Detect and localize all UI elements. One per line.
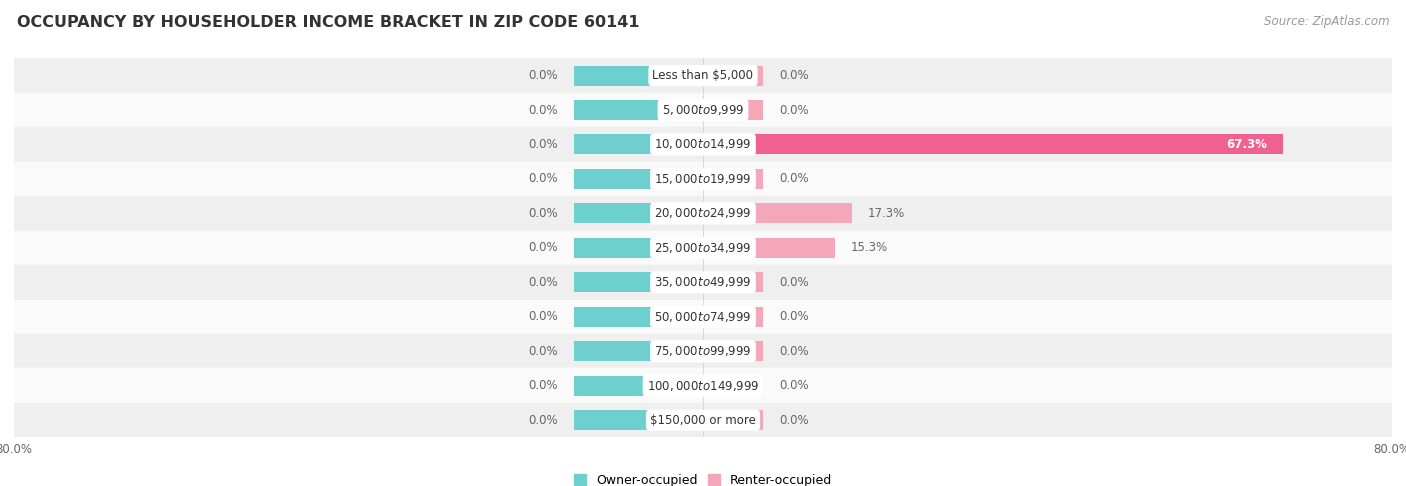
- Text: 0.0%: 0.0%: [529, 310, 558, 323]
- Text: 0.0%: 0.0%: [779, 69, 808, 82]
- Legend: Owner-occupied, Renter-occupied: Owner-occupied, Renter-occupied: [568, 469, 838, 486]
- Bar: [14, 299, 1392, 334]
- Text: 0.0%: 0.0%: [529, 104, 558, 117]
- Text: 0.0%: 0.0%: [779, 414, 808, 427]
- Bar: [14, 196, 1392, 231]
- Text: $5,000 to $9,999: $5,000 to $9,999: [662, 103, 744, 117]
- Bar: [14, 58, 1392, 93]
- Bar: [574, 376, 703, 396]
- Bar: [703, 169, 763, 189]
- Bar: [14, 162, 1392, 196]
- Text: $15,000 to $19,999: $15,000 to $19,999: [654, 172, 752, 186]
- Text: $100,000 to $149,999: $100,000 to $149,999: [647, 379, 759, 393]
- Text: $25,000 to $34,999: $25,000 to $34,999: [654, 241, 752, 255]
- Text: $50,000 to $74,999: $50,000 to $74,999: [654, 310, 752, 324]
- Bar: [703, 100, 763, 120]
- Text: 17.3%: 17.3%: [868, 207, 904, 220]
- Bar: [703, 410, 763, 430]
- Bar: [703, 204, 852, 224]
- Bar: [574, 341, 703, 361]
- Text: 0.0%: 0.0%: [529, 242, 558, 254]
- Bar: [574, 169, 703, 189]
- Bar: [14, 93, 1392, 127]
- Bar: [14, 231, 1392, 265]
- Bar: [703, 66, 763, 86]
- Bar: [14, 334, 1392, 368]
- Text: $35,000 to $49,999: $35,000 to $49,999: [654, 276, 752, 289]
- Text: 0.0%: 0.0%: [779, 173, 808, 186]
- Text: OCCUPANCY BY HOUSEHOLDER INCOME BRACKET IN ZIP CODE 60141: OCCUPANCY BY HOUSEHOLDER INCOME BRACKET …: [17, 15, 640, 30]
- Bar: [574, 238, 703, 258]
- Bar: [703, 341, 763, 361]
- Bar: [574, 100, 703, 120]
- Bar: [14, 368, 1392, 403]
- Bar: [703, 272, 763, 292]
- Text: 0.0%: 0.0%: [529, 138, 558, 151]
- Text: 0.0%: 0.0%: [529, 207, 558, 220]
- Bar: [574, 272, 703, 292]
- Bar: [14, 265, 1392, 299]
- Text: Less than $5,000: Less than $5,000: [652, 69, 754, 82]
- Bar: [703, 135, 1282, 155]
- Text: 0.0%: 0.0%: [779, 379, 808, 392]
- Text: 0.0%: 0.0%: [779, 276, 808, 289]
- Text: $75,000 to $99,999: $75,000 to $99,999: [654, 344, 752, 358]
- Text: 0.0%: 0.0%: [529, 276, 558, 289]
- Text: 67.3%: 67.3%: [1226, 138, 1267, 151]
- Text: Source: ZipAtlas.com: Source: ZipAtlas.com: [1264, 15, 1389, 28]
- Text: 0.0%: 0.0%: [529, 414, 558, 427]
- Text: $150,000 or more: $150,000 or more: [650, 414, 756, 427]
- Text: 0.0%: 0.0%: [779, 104, 808, 117]
- Text: $10,000 to $14,999: $10,000 to $14,999: [654, 138, 752, 152]
- Bar: [574, 307, 703, 327]
- Bar: [574, 204, 703, 224]
- Bar: [574, 410, 703, 430]
- Text: 0.0%: 0.0%: [529, 345, 558, 358]
- Bar: [14, 403, 1392, 437]
- Bar: [703, 238, 835, 258]
- Bar: [703, 307, 763, 327]
- Bar: [574, 66, 703, 86]
- Text: 0.0%: 0.0%: [529, 69, 558, 82]
- Bar: [574, 135, 703, 155]
- Text: $20,000 to $24,999: $20,000 to $24,999: [654, 207, 752, 220]
- Text: 0.0%: 0.0%: [779, 310, 808, 323]
- Text: 0.0%: 0.0%: [529, 173, 558, 186]
- Bar: [14, 127, 1392, 162]
- Text: 0.0%: 0.0%: [779, 345, 808, 358]
- Text: 0.0%: 0.0%: [529, 379, 558, 392]
- Bar: [703, 376, 763, 396]
- Text: 15.3%: 15.3%: [851, 242, 887, 254]
